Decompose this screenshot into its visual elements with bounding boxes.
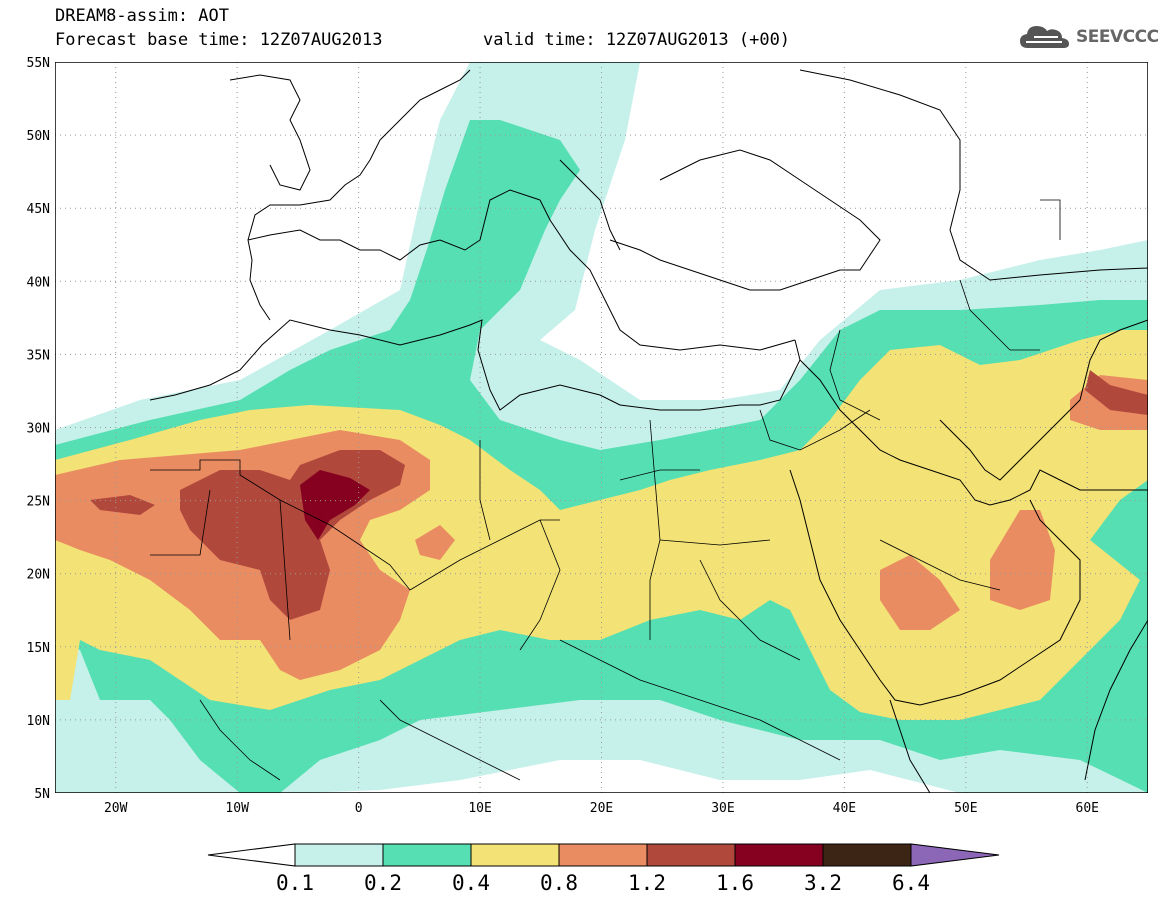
colorbar-tick-label: 0.4 — [452, 871, 490, 895]
lat-label: 25N — [27, 495, 50, 510]
colorbar-under-arrow — [207, 843, 296, 867]
colorbar-tick-label: 3.2 — [804, 871, 842, 895]
colorbar-swatch — [294, 843, 384, 867]
colorbar-swatch — [646, 843, 736, 867]
lat-label: 50N — [27, 129, 50, 144]
colorbar-labels: 0.1 0.2 0.4 0.8 1.2 1.6 3.2 6.4 — [276, 871, 930, 895]
colorbar-swatch — [558, 843, 648, 867]
lon-label: 60E — [1076, 801, 1099, 816]
lat-label: 20N — [27, 568, 50, 583]
lat-label: 10N — [27, 714, 50, 729]
aot-contour-1.6 — [300, 470, 370, 540]
colorbar-tick-label: 0.1 — [276, 871, 314, 895]
colorbar-swatch — [382, 843, 472, 867]
country-borders — [150, 199, 1061, 781]
colorbar-tick-label: 1.2 — [628, 871, 666, 895]
lat-label: 35N — [27, 348, 50, 363]
lon-label: 10W — [225, 801, 249, 816]
colorbar-tick-label: 6.4 — [892, 871, 930, 895]
latitude-labels: 55N 50N 45N 40N 35N 30N 25N 20N 15N 10N 5N — [27, 56, 50, 802]
colorbar-swatch — [734, 843, 824, 867]
coastlines — [149, 69, 1148, 793]
seevccc-logo: SEEVCCC — [1018, 22, 1159, 52]
lon-label: 40E — [833, 801, 856, 816]
colorbar-over-arrow — [910, 843, 1000, 867]
lat-label: 55N — [27, 56, 50, 71]
longitude-labels: 20W 10W 0 10E 20E 30E 40E 50E 60E — [104, 801, 1099, 816]
logo-text: SEEVCCC — [1076, 27, 1159, 47]
colorbar-tick-label: 1.6 — [716, 871, 754, 895]
colorbar-swatch — [822, 843, 912, 867]
aot-colorbar — [207, 843, 1000, 867]
colorbar-tick-label: 0.8 — [540, 871, 578, 895]
lat-label: 40N — [27, 275, 50, 290]
lon-label: 30E — [711, 801, 734, 816]
cloud-icon — [1020, 26, 1069, 48]
lon-label: 0 — [355, 801, 363, 816]
map-title: DREAM8-assim: AOT — [55, 6, 229, 26]
colorbar-tick-label: 0.2 — [364, 871, 402, 895]
lon-label: 50E — [954, 801, 977, 816]
forecast-base-time: Forecast base time: 12Z07AUG2013 — [55, 30, 383, 50]
valid-time: valid time: 12Z07AUG2013 (+00) — [483, 30, 791, 50]
lon-label: 20E — [590, 801, 613, 816]
lon-label: 20W — [104, 801, 128, 816]
colorbar-swatch — [470, 843, 560, 867]
lat-label: 15N — [27, 641, 50, 656]
lat-label: 30N — [27, 422, 50, 437]
lon-label: 10E — [468, 801, 491, 816]
lat-label: 5N — [34, 787, 50, 802]
lat-label: 45N — [27, 202, 50, 217]
lat-lon-grid — [55, 62, 1148, 793]
